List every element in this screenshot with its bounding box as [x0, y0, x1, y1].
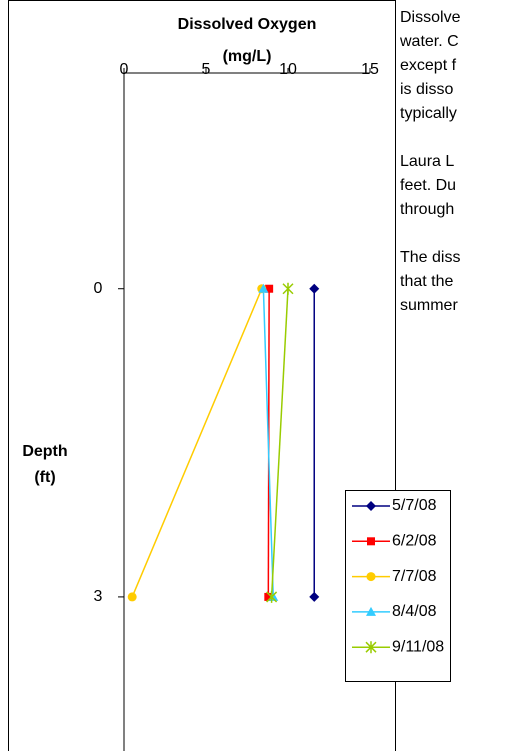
legend-label: 7/7/08 [392, 568, 437, 585]
text-line: summer [400, 297, 458, 314]
text-line: water. C [400, 33, 459, 50]
chart-frame [8, 0, 396, 751]
data-point [264, 592, 273, 601]
text-line: except f [400, 57, 457, 74]
paragraph: Laura L feet. Du through [400, 150, 532, 222]
x-tick-label: 10 [279, 61, 297, 78]
legend-box [345, 490, 451, 682]
y-tick-label: 3 [94, 588, 103, 605]
data-point [309, 283, 320, 294]
x-tick-label: 0 [120, 61, 129, 78]
y-axis-label: Depth [22, 443, 67, 460]
text-line: that the [400, 273, 454, 290]
legend: 5/7/08 6/2/08 7/7/08 8/4/08 9/11/08 [345, 490, 451, 682]
chart-title: (mg/L) [223, 48, 272, 65]
text-line: The diss [400, 249, 461, 266]
text-line: is disso [400, 81, 454, 98]
x-tick-label: 15 [361, 61, 379, 78]
data-point [266, 590, 278, 603]
text-line: feet. Du [400, 177, 457, 194]
text-line: through [400, 201, 455, 218]
data-point [282, 282, 294, 295]
series-line [131, 288, 263, 598]
x-tick-label: 5 [202, 61, 211, 78]
y-axis-label: (ft) [34, 469, 55, 486]
data-point [127, 592, 137, 602]
text-line: Laura L [400, 153, 455, 170]
legend-label: 8/4/08 [392, 603, 437, 620]
legend-marker [365, 641, 377, 654]
data-point [265, 284, 274, 293]
chart-title: Dissolved Oxygen [178, 16, 317, 33]
series-line [270, 288, 289, 597]
legend-marker [366, 501, 376, 511]
chart: Dissolved Oxygen (mg/L) Depth (ft) 0 5 10 1… [8, 0, 396, 751]
legend-label: 6/2/08 [392, 533, 437, 550]
y-tick-label: 0 [94, 280, 103, 297]
series-line [262, 288, 274, 597]
legend-label: 5/7/08 [392, 497, 437, 514]
paragraph: Dissolve water. C except f is disso typicall… [400, 6, 532, 126]
paragraph: The diss that the summer [400, 246, 532, 318]
data-point [258, 283, 269, 293]
legend-marker [366, 572, 376, 582]
text-line: Dissolve [400, 9, 461, 26]
legend-marker [366, 606, 376, 616]
text-line: typically [400, 105, 457, 122]
legend-label: 9/11/08 [392, 638, 444, 655]
data-point [309, 591, 320, 602]
legend-marker [367, 537, 375, 546]
